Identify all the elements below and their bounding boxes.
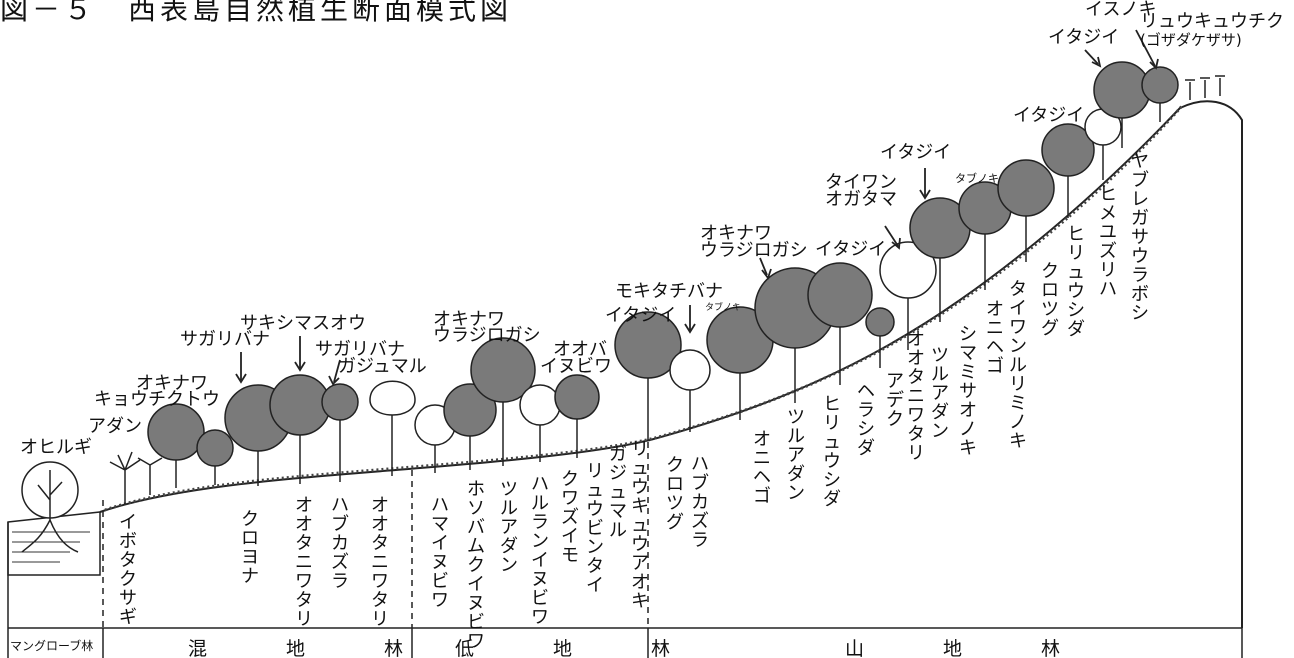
label-taiwan: タイワン — [825, 172, 897, 193]
label-ohirugi: オヒルギ — [20, 437, 92, 458]
label-isunoki: イスノキ — [1085, 0, 1157, 20]
label-lower: オオタニワタリ — [907, 329, 925, 464]
label-lower: ハブカズラ — [691, 454, 709, 551]
label-itajii-4: イタジイ — [1013, 105, 1085, 126]
label-itajii-5: イタジイ — [1048, 27, 1120, 48]
label-okinawa-3: オキナワ — [700, 223, 772, 244]
label-inubiwa: イヌビワ — [540, 356, 612, 377]
zone-mountain: 山 地 林 — [845, 638, 1091, 658]
label-lower: クロヨナ — [241, 509, 259, 587]
label-lower: クロツグ — [1041, 261, 1059, 339]
figure-title: 図－５ 西表島自然植生断面模式図 — [0, 0, 513, 26]
label-urajirogashi-2: ウラジロガシ — [700, 240, 808, 261]
label-lower: ヤブレガサウラボシ — [1131, 151, 1149, 324]
label-lower: オオタニワタリ — [295, 495, 313, 630]
label-itajii-1: イタジイ — [605, 305, 677, 326]
zone-lowland: 低 地 林 — [455, 638, 701, 658]
label-lower: ヒメユズリハ — [1099, 184, 1117, 300]
label-arrows — [235, 29, 1159, 386]
label-kozasa: (ゴザダケザサ) — [1140, 31, 1242, 49]
label-itajii-3: イタジイ — [880, 142, 952, 163]
label-ogatama: オガタマ — [825, 189, 897, 210]
label-sagaribana-2: サガリバナ — [315, 339, 405, 360]
label-mokitachibana: モキタチバナ — [615, 281, 723, 302]
zone-mangrove: マングローブ林 — [10, 639, 94, 653]
label-lower: ヘラシダ — [857, 381, 875, 459]
label-itajii-2: イタジイ — [815, 239, 887, 260]
label-sagaribana-1: サガリバナ — [180, 329, 270, 350]
label-lower: オニヘゴ — [986, 299, 1004, 377]
label-lower: ツルアダン — [787, 407, 805, 504]
zone-dividers — [102, 442, 649, 628]
label-sakishimasuou: サキシマスオウ — [240, 313, 366, 334]
label-adan: アダン — [88, 416, 142, 437]
mangrove-tree — [21, 461, 79, 553]
label-lower: リュウキュウアオキ — [631, 439, 649, 612]
label-lower: ツルアダン — [500, 479, 518, 576]
label-lower: ヒリュウシダ — [1067, 224, 1085, 340]
label-kyouchikutou: キョウチクトウ — [94, 389, 220, 410]
label-lower: ヒリュウシダ — [823, 394, 841, 510]
ground-hatching — [104, 105, 1184, 512]
label-lower: リュウビンタイ — [586, 461, 604, 596]
label-tabunoki: タブノキ — [955, 172, 999, 185]
trees — [109, 61, 1225, 505]
label-oobaa: オオバ — [553, 339, 607, 360]
label-lower: ホソバムクイヌビワ — [467, 479, 485, 652]
label-urajirogashi-1: ウラジロガシ — [433, 325, 541, 346]
zone-mixed: 混 地 林 — [188, 638, 434, 658]
label-lower: ハマイヌビワ — [431, 495, 449, 611]
label-lower: ハルランイヌビワ — [531, 474, 549, 628]
label-okinawa-2: オキナワ — [433, 309, 505, 330]
label-okinawa-1: オキナワ — [136, 373, 208, 394]
water-lines — [12, 531, 90, 563]
label-lower: イボタクサギ — [119, 512, 137, 628]
label-lower: ガジュマル — [609, 444, 627, 541]
label-ryuukyuuchiku: リュウキュウチク — [1140, 11, 1284, 32]
label-lower: ツルアダン — [931, 345, 949, 442]
label-lower: ハブカズラ — [331, 495, 349, 592]
label-lower: オニヘゴ — [753, 429, 771, 507]
label-lower: クワズイモ — [561, 469, 579, 566]
label-lower: アデク — [886, 371, 904, 430]
label-gajumaru: ガジュマル — [338, 356, 427, 377]
label-lower: クロツグ — [666, 455, 684, 533]
label-lower: オオタニワタリ — [371, 495, 389, 630]
label-tabunoki-small: タブノキ — [705, 303, 742, 313]
label-lower: シマミサオノキ — [959, 324, 977, 459]
label-lower: タイワンルリミノキ — [1009, 279, 1027, 452]
water-area — [7, 511, 101, 576]
